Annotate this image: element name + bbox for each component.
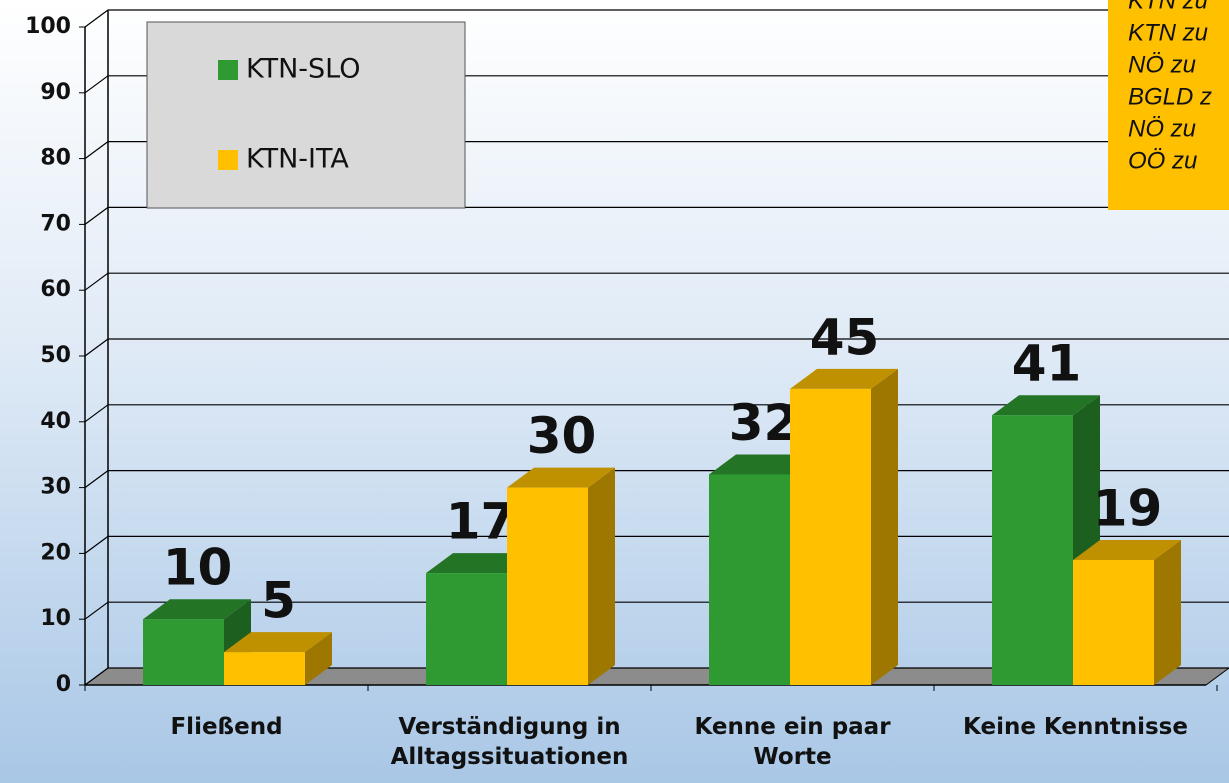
- data-label: 5: [261, 572, 296, 630]
- bar-front: [143, 619, 224, 685]
- bar: [1073, 539, 1181, 685]
- bar-top: [790, 368, 898, 389]
- bar: [790, 368, 898, 685]
- bar-side: [588, 467, 615, 685]
- annotation: OÖ zu: [1128, 147, 1197, 174]
- y-tick-label: 40: [40, 409, 71, 434]
- data-label: 19: [1093, 479, 1163, 537]
- y-tick-label: 30: [40, 475, 71, 500]
- data-label: 10: [163, 539, 233, 597]
- bar-top: [143, 599, 251, 620]
- y-tick-label: 100: [25, 14, 71, 39]
- annotation: NÖ zu: [1128, 115, 1196, 142]
- x-tick-label: Verständigung in Alltagssituationen: [390, 714, 629, 770]
- y-tick-label: 80: [40, 146, 71, 171]
- bar-top: [224, 632, 332, 653]
- legend-swatch: [218, 150, 238, 170]
- data-label: 30: [527, 407, 597, 465]
- legend-label: KTN-SLO: [246, 54, 361, 85]
- bar: [224, 632, 332, 685]
- grid-line: [84, 272, 1229, 291]
- legend-box: [146, 21, 466, 209]
- y-tick-label: 90: [40, 80, 71, 105]
- data-label: 41: [1012, 335, 1082, 393]
- annotation: NÖ zu: [1128, 51, 1196, 78]
- grid-line: [84, 206, 1229, 225]
- bar-front: [790, 388, 871, 685]
- x-tick-label: Keine Kenntnisse: [963, 714, 1188, 740]
- y-tick-label: 0: [56, 672, 71, 697]
- annotation: KTN zu: [1128, 0, 1208, 14]
- bar-front: [709, 474, 790, 685]
- bar-top: [1073, 539, 1181, 560]
- bar: [507, 467, 615, 685]
- y-tick-label: 50: [40, 343, 71, 368]
- annotation-box: [1108, 0, 1229, 210]
- y-tick-label: 70: [40, 211, 71, 236]
- bar-front: [992, 415, 1073, 685]
- bar-side: [871, 368, 898, 685]
- bar-top: [507, 467, 615, 488]
- bar-side: [1154, 539, 1181, 685]
- annotation: BGLD z: [1128, 83, 1212, 110]
- y-tick-label: 60: [40, 277, 71, 302]
- y-tick-label: 10: [40, 606, 71, 631]
- x-tick-label: Kenne ein paar Worte: [694, 714, 891, 770]
- y-tick-label: 20: [40, 540, 71, 565]
- data-label: 17: [446, 493, 516, 551]
- legend-label: KTN-ITA: [246, 144, 349, 175]
- bar-side: [305, 632, 332, 685]
- data-label: 45: [810, 308, 880, 366]
- bar-front: [507, 487, 588, 685]
- bar-top: [992, 395, 1100, 416]
- legend-swatch: [218, 60, 238, 80]
- x-tick-label: Fließend: [170, 714, 283, 740]
- bar-front: [224, 652, 305, 685]
- bar-front: [426, 573, 507, 685]
- data-label: 32: [729, 394, 799, 452]
- bar-front: [1073, 559, 1154, 685]
- annotation: KTN zu: [1128, 19, 1208, 46]
